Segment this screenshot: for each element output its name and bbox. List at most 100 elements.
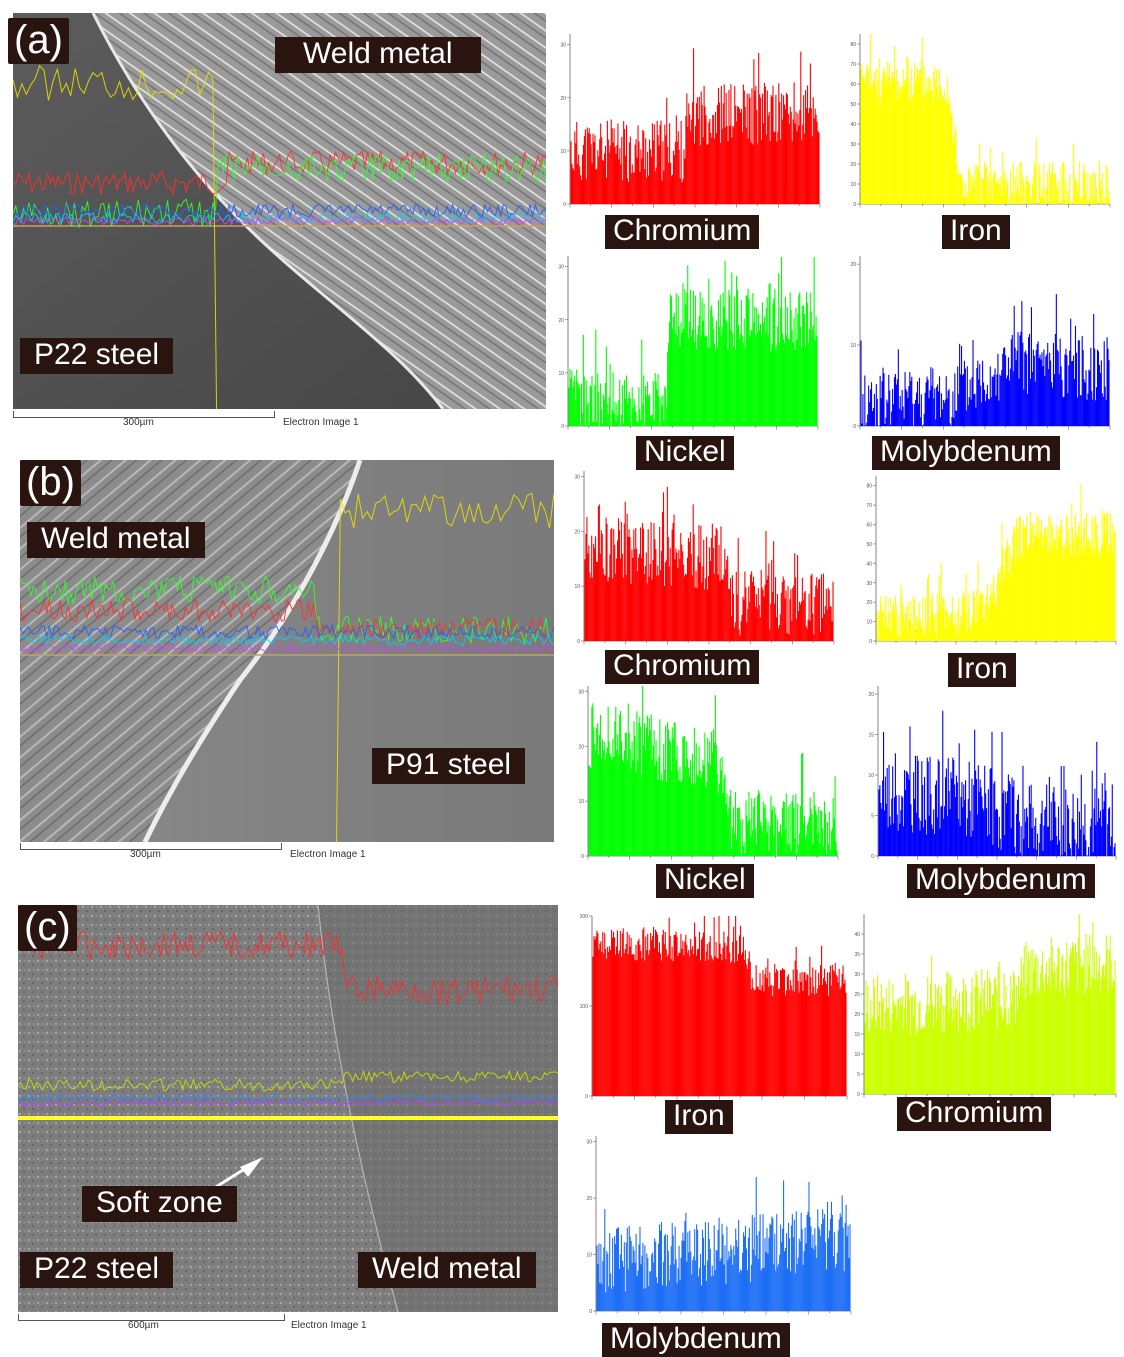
y-tick-label: 0 bbox=[563, 202, 566, 208]
line-scan-trace bbox=[18, 1093, 558, 1104]
y-tick-label: 30 bbox=[850, 142, 856, 148]
line-scan-trace bbox=[13, 153, 546, 229]
line-scan-trace bbox=[18, 929, 558, 1006]
element-label-a-molybdenum: Molybdenum bbox=[872, 436, 1060, 470]
y-tick-label: 10 bbox=[850, 343, 856, 349]
line-scan-trace bbox=[20, 642, 554, 653]
label-p91-steel-b: P91 steel bbox=[372, 748, 526, 784]
hist-c-iron: 0 100 200 bbox=[580, 914, 848, 1100]
element-label-b-chromium: Chromium bbox=[605, 650, 760, 684]
hist-a-chromium: 0 10 20 30 bbox=[560, 34, 821, 208]
y-tick-label: 70 bbox=[850, 62, 856, 68]
y-tick-label: 20 bbox=[850, 162, 856, 168]
hist-b-iron: 0 10 20 30 40 50 60 70 80 bbox=[866, 476, 1117, 645]
y-tick-label: 20 bbox=[578, 744, 584, 750]
element-label-b-molybdenum: Molybdenum bbox=[907, 864, 1095, 898]
y-tick-label: 30 bbox=[854, 972, 860, 978]
y-tick-label: 0 bbox=[857, 1092, 860, 1098]
scale-bar-a: 300µm Electron Image 1 bbox=[13, 411, 413, 431]
y-tick-label: 0 bbox=[853, 424, 856, 430]
element-label-b-nickel: Nickel bbox=[656, 864, 754, 898]
sem-image-b bbox=[20, 460, 554, 842]
y-tick-label: 20 bbox=[868, 692, 874, 698]
hist-a-nickel: 0 10 20 30 bbox=[558, 256, 819, 430]
line-scan-trace bbox=[13, 149, 546, 196]
y-tick-label: 80 bbox=[866, 484, 872, 490]
y-tick-label: 40 bbox=[850, 122, 856, 128]
y-tick-label: 10 bbox=[560, 149, 566, 155]
y-tick-label: 10 bbox=[574, 584, 580, 590]
y-tick-label: 0 bbox=[577, 639, 580, 645]
y-tick-label: 10 bbox=[578, 799, 584, 805]
hist-c-chromium: 0 5 10 15 20 25 30 35 40 bbox=[854, 914, 1117, 1098]
panel-label-b: (b) bbox=[20, 460, 81, 506]
bars bbox=[860, 294, 1110, 426]
y-tick-label: 0 bbox=[581, 854, 584, 860]
y-tick-label: 10 bbox=[866, 620, 872, 626]
y-tick-label: 0 bbox=[853, 202, 856, 208]
element-label-c-iron: Iron bbox=[665, 1100, 733, 1134]
line-scan-trace bbox=[13, 202, 546, 220]
bars bbox=[596, 1176, 851, 1311]
element-label-b-iron: Iron bbox=[948, 653, 1016, 687]
bars bbox=[864, 914, 1116, 1094]
element-label-c-molybdenum: Molybdenum bbox=[602, 1323, 790, 1357]
y-tick-label: 20 bbox=[854, 1012, 860, 1018]
line-scan-trace bbox=[20, 633, 554, 647]
y-tick-label: 30 bbox=[586, 1140, 592, 1146]
y-tick-label: 10 bbox=[854, 1052, 860, 1058]
element-label-a-iron: Iron bbox=[942, 215, 1010, 249]
hist-b-molybdenum: 0 5 10 15 20 bbox=[868, 686, 1117, 860]
y-tick-label: 20 bbox=[866, 600, 872, 606]
y-tick-label: 50 bbox=[866, 542, 872, 548]
label-weld-metal-c: Weld metal bbox=[358, 1252, 536, 1288]
y-tick-label: 30 bbox=[578, 689, 584, 695]
y-tick-label: 100 bbox=[580, 1004, 588, 1010]
y-tick-label: 5 bbox=[857, 1072, 860, 1078]
line-scan-trace bbox=[18, 1069, 558, 1092]
y-tick-label: 20 bbox=[586, 1196, 592, 1202]
y-tick-label: 200 bbox=[580, 914, 588, 920]
y-tick-label: 15 bbox=[868, 733, 874, 739]
y-tick-label: 15 bbox=[854, 1032, 860, 1038]
panel-label-a: (a) bbox=[8, 18, 69, 64]
y-tick-label: 10 bbox=[868, 773, 874, 779]
scale-bar-b-label: 300µm bbox=[130, 849, 161, 860]
bars bbox=[876, 483, 1116, 641]
label-p22-steel-a: P22 steel bbox=[20, 338, 174, 374]
y-tick-label: 20 bbox=[560, 96, 566, 102]
element-label-a-chromium: Chromium bbox=[605, 215, 760, 249]
hist-c-molybdenum: 0 10 20 30 bbox=[586, 1136, 852, 1315]
line-scan-trace bbox=[20, 575, 554, 645]
y-tick-label: 60 bbox=[850, 82, 856, 88]
y-tick-label: 10 bbox=[586, 1253, 592, 1259]
bars bbox=[592, 916, 847, 1096]
y-tick-label: 35 bbox=[854, 952, 860, 958]
scale-bar-c: 600µm Electron Image 1 bbox=[18, 1314, 418, 1334]
y-tick-label: 0 bbox=[561, 424, 564, 430]
y-tick-label: 50 bbox=[850, 102, 856, 108]
line-scan-trace bbox=[13, 64, 218, 409]
y-tick-label: 20 bbox=[558, 318, 564, 324]
scale-bar-b: 300µm Electron Image 1 bbox=[20, 843, 420, 863]
image-caption-a: Electron Image 1 bbox=[283, 417, 359, 428]
bars bbox=[568, 256, 818, 426]
element-label-a-nickel: Nickel bbox=[636, 436, 734, 470]
y-tick-label: 80 bbox=[850, 42, 856, 48]
panel-label-c: (c) bbox=[18, 905, 77, 951]
image-caption-c: Electron Image 1 bbox=[291, 1320, 367, 1331]
image-caption-b: Electron Image 1 bbox=[290, 849, 366, 860]
scale-bar-c-label: 600µm bbox=[128, 1320, 159, 1331]
line-scan-trace bbox=[336, 492, 554, 842]
y-tick-label: 0 bbox=[871, 854, 874, 860]
sem-image-c bbox=[18, 905, 558, 1312]
line-scan-trace bbox=[18, 1099, 558, 1107]
y-tick-label: 20 bbox=[850, 262, 856, 268]
y-tick-label: 70 bbox=[866, 503, 872, 509]
y-tick-label: 10 bbox=[558, 371, 564, 377]
y-tick-label: 20 bbox=[574, 529, 580, 535]
line-scan-trace bbox=[20, 597, 554, 643]
y-tick-label: 25 bbox=[854, 992, 860, 998]
y-tick-label: 30 bbox=[558, 265, 564, 271]
y-tick-label: 0 bbox=[869, 639, 872, 645]
